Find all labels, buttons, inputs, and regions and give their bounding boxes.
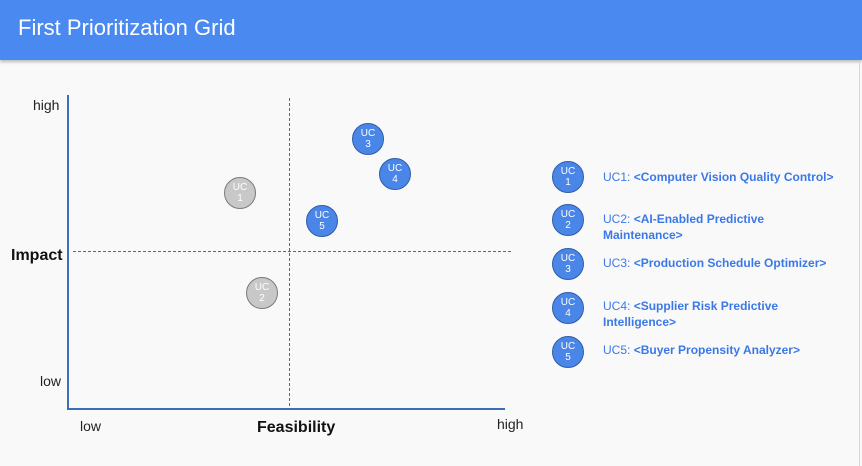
legend-name: <Supplier Risk Predictive Intelligence> <box>603 299 779 329</box>
legend-text-uc1: UC1: <Computer Vision Quality Control> <box>603 169 853 185</box>
legend-bubble-line1: UC <box>560 166 576 177</box>
legend-bubble-line2: 5 <box>565 352 571 363</box>
legend-text-uc2: UC2: <AI-Enabled Predictive Maintenance> <box>603 211 783 243</box>
legend-bubble-line1: UC <box>560 341 576 352</box>
legend-code: UC3: <box>603 256 634 270</box>
legend-bubble-line2: 2 <box>565 220 571 231</box>
legend-bubble-line1: UC <box>560 209 576 220</box>
legend-code: UC2: <box>603 212 634 226</box>
legend-text-uc3: UC3: <Production Schedule Optimizer> <box>603 255 853 271</box>
legend-name: <Buyer Propensity Analyzer> <box>633 343 800 357</box>
panel-edge <box>859 62 860 466</box>
bubble-uc5-line1: UC <box>314 210 330 221</box>
legend-bubble-line2: 1 <box>565 177 571 188</box>
legend-text-uc4: UC4: <Supplier Risk Predictive Intellige… <box>603 298 793 330</box>
bubble-uc2-line1: UC <box>254 282 270 293</box>
legend-name: <Production Schedule Optimizer> <box>633 256 827 270</box>
bubble-uc3-line1: UC <box>360 128 376 139</box>
legend-code: UC5: <box>603 343 634 357</box>
bubble-uc3[interactable]: UC 3 <box>352 123 384 155</box>
bubble-uc4[interactable]: UC 4 <box>379 158 411 190</box>
legend-bubble-line1: UC <box>560 253 576 264</box>
legend-code: UC4: <box>603 299 634 313</box>
bubble-uc1-line2: 1 <box>237 193 243 204</box>
horizontal-divider <box>73 251 511 252</box>
legend-name: <AI-Enabled Predictive Maintenance> <box>603 212 765 242</box>
header-bar: First Prioritization Grid <box>0 0 862 60</box>
page-title: First Prioritization Grid <box>18 15 236 40</box>
y-low-label: low <box>40 373 62 389</box>
bubble-uc4-line2: 4 <box>392 174 398 185</box>
x-high-label: high <box>497 416 524 432</box>
legend-bubble-line2: 4 <box>565 308 571 319</box>
y-high-label: high <box>33 97 60 113</box>
legend-name: <Computer Vision Quality Control> <box>633 170 834 184</box>
bubble-uc4-line1: UC <box>387 163 403 174</box>
legend-bubble-uc5: UC 5 <box>552 336 584 368</box>
y-axis-title: Impact <box>11 247 63 264</box>
legend-bubble-line1: UC <box>560 297 576 308</box>
bubble-uc1[interactable]: UC 1 <box>224 177 256 209</box>
x-axis-line <box>67 408 505 410</box>
bubble-uc2-line2: 2 <box>259 293 265 304</box>
y-axis-line <box>67 95 69 409</box>
legend-code: UC1: <box>603 170 634 184</box>
bubble-uc1-line1: UC <box>232 182 248 193</box>
vertical-divider <box>289 98 290 406</box>
x-low-label: low <box>80 418 102 434</box>
legend-bubble-line2: 3 <box>565 264 571 275</box>
bubble-uc5[interactable]: UC 5 <box>306 205 338 237</box>
bubble-uc2[interactable]: UC 2 <box>246 277 278 309</box>
legend-bubble-uc4: UC 4 <box>552 292 584 324</box>
legend-bubble-uc2: UC 2 <box>552 204 584 236</box>
x-axis-title: Feasibility <box>257 419 336 436</box>
bubble-uc3-line2: 3 <box>365 139 371 150</box>
legend-text-uc5: UC5: <Buyer Propensity Analyzer> <box>603 342 853 358</box>
bubble-uc5-line2: 5 <box>319 221 325 232</box>
legend-bubble-uc1: UC 1 <box>552 161 584 193</box>
legend-bubble-uc3: UC 3 <box>552 248 584 280</box>
